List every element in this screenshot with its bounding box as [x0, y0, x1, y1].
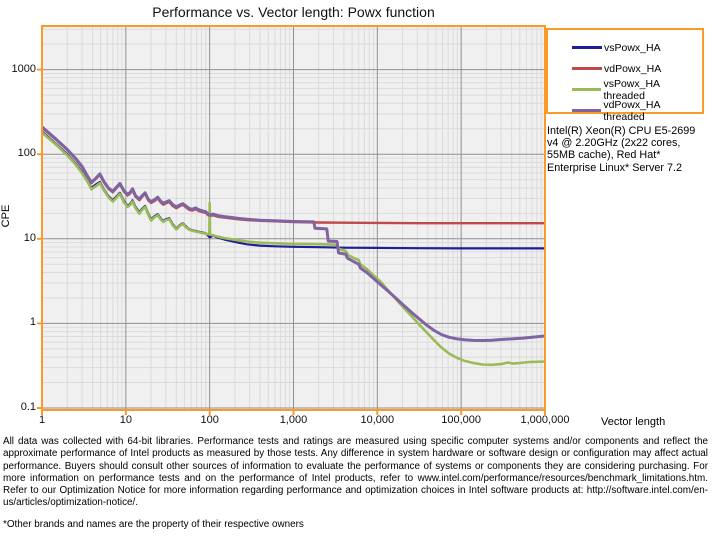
x-axis-label: Vector length [601, 416, 666, 428]
legend-line-swatch [572, 88, 602, 91]
legend-label: vsPowx_HA [604, 41, 661, 54]
chart-title: Performance vs. Vector length: Powx func… [152, 4, 435, 20]
y-tick-label: 1 [29, 316, 36, 329]
x-tick-label: 1,000,000 [520, 414, 570, 426]
x-tick-label: 10,000 [360, 414, 395, 426]
x-tick-label: 100,000 [441, 414, 482, 426]
x-tick-label: 1,000 [279, 414, 308, 426]
trademark-footnote: *Other brands and names are the property… [3, 519, 304, 530]
legend-line-swatch [572, 46, 602, 49]
system-info-annotation: Intel(R) Xeon(R) CPU E5-2699 v4 @ 2.20GH… [547, 125, 696, 174]
series-line-vspowx-ha-threaded [42, 131, 545, 367]
legend-line-swatch [572, 67, 602, 70]
y-tick-label: 1000 [11, 62, 36, 75]
legend-label: vsPowx_HA threaded [603, 77, 660, 102]
series-line-vdpowx-ha-threaded [42, 125, 545, 342]
legend-item: vdPowx_HA [572, 58, 702, 79]
y-tick-label: 0.1 [20, 401, 36, 413]
disclaimer-text: All data was collected with 64-bit libra… [3, 436, 708, 509]
legend: vsPowx_HA vdPowx_HA vsPowx_HA threaded vdPo… [546, 28, 704, 123]
y-tick-label: 100 [17, 147, 36, 160]
x-tick-label: 1 [38, 414, 46, 426]
legend-line-swatch [572, 109, 602, 112]
x-tick-label: 10 [119, 414, 132, 426]
x-tick-label: 100 [200, 414, 219, 426]
legend-label: vdPowx_HA threaded [603, 98, 660, 123]
legend-item: vsPowx_HA threaded [572, 77, 702, 102]
legend-item: vsPowx_HA [572, 37, 702, 58]
y-tick-label: 10 [23, 231, 36, 244]
legend-label: vdPowx_HA [604, 62, 662, 75]
legend-item: vdPowx_HA threaded [572, 98, 702, 123]
